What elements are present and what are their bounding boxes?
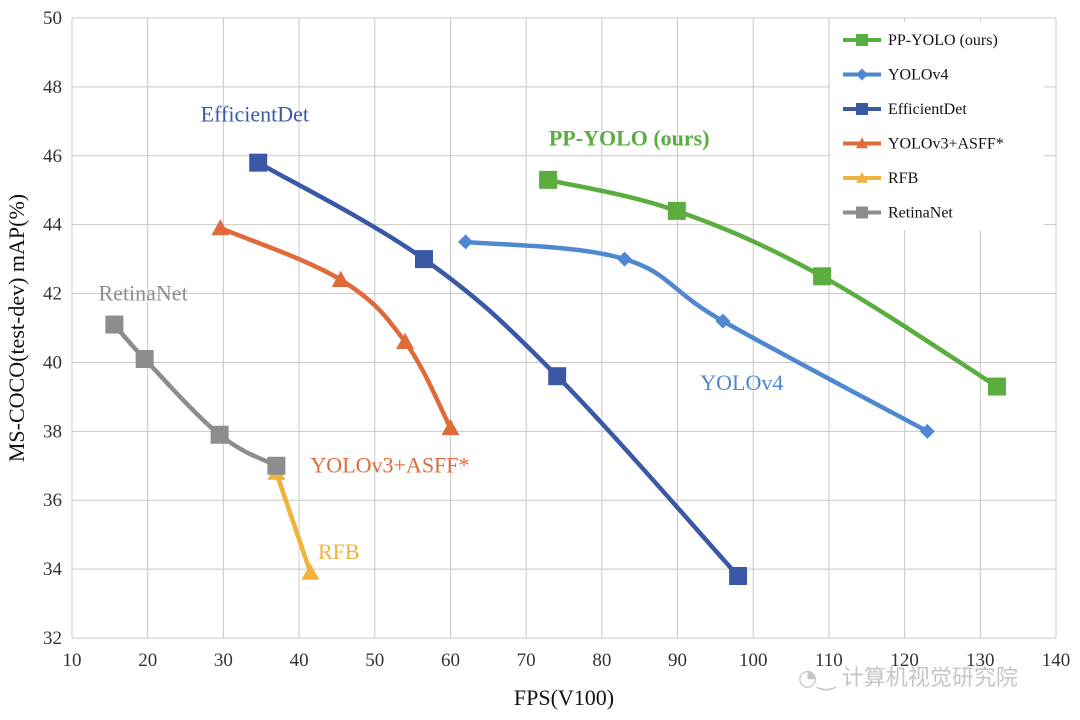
- y-tick-label: 40: [43, 352, 62, 373]
- legend-swatch-marker: [856, 206, 868, 219]
- legend-item-yolov3-asff: YOLOv3+ASFF*: [843, 136, 1004, 153]
- point-retinanet: [105, 315, 124, 334]
- annotation-rfb: RFB: [318, 539, 360, 564]
- series-yolov4: [458, 234, 935, 439]
- point-yolov3-asff: [331, 270, 350, 287]
- legend-swatch-marker: [856, 68, 868, 81]
- x-tick-label: 110: [815, 650, 843, 671]
- x-tick-label: 50: [365, 650, 384, 671]
- annotation-retinanet: RetinaNet: [98, 280, 187, 305]
- series-line-yolov4: [463, 239, 930, 434]
- y-tick-label: 48: [43, 77, 62, 98]
- legend-item-efficientdet: EfficientDet: [843, 101, 967, 118]
- watermark-text: 计算机视觉研究院: [841, 666, 1018, 691]
- y-tick-label: 38: [43, 421, 62, 442]
- point-yolov3-asff: [441, 418, 460, 436]
- legend-label: RFB: [888, 170, 918, 187]
- legend-label: YOLOv4: [888, 67, 948, 84]
- y-tick-label: 46: [43, 146, 62, 167]
- legend-box: [830, 22, 1044, 230]
- point-efficientdet: [414, 250, 433, 269]
- point-yolov4: [617, 251, 633, 267]
- x-tick-label: 100: [739, 650, 768, 671]
- point-retinanet: [210, 425, 229, 444]
- series-retinanet: [105, 315, 286, 475]
- point-yolov4: [458, 234, 474, 250]
- x-tick-label: 20: [138, 650, 157, 671]
- point-pp-yolo-ours: [987, 377, 1006, 396]
- legend-label: RetinaNet: [888, 205, 953, 222]
- series-yolov3-asff: [211, 219, 460, 436]
- x-tick-label: 130: [966, 650, 995, 671]
- x-tick-label: 120: [890, 650, 919, 671]
- annotation-yolov3-asff: YOLOv3+ASFF*: [310, 453, 469, 478]
- series-annotations: PP-YOLO (ours) YOLOv4 EfficientDet YOLOv3+A…: [98, 101, 783, 563]
- y-tick-label: 42: [43, 284, 62, 305]
- legend-item-yolov4: YOLOv4: [843, 67, 948, 84]
- point-rfb: [301, 563, 320, 580]
- x-tick-label: 90: [668, 650, 687, 671]
- x-tick-label: 30: [214, 650, 233, 671]
- series-line-retinanet: [112, 322, 279, 469]
- annotation-pp-yolo-ours: PP-YOLO (ours): [549, 125, 710, 150]
- annotation-yolov4: YOLOv4: [700, 370, 783, 395]
- series-lines: [105, 153, 1006, 585]
- legend: PP-YOLO (ours) YOLOv4 EfficientDet YOLOv3+A…: [830, 22, 1044, 230]
- point-pp-yolo-ours: [667, 201, 686, 220]
- legend-swatch-marker: [856, 172, 868, 183]
- series-line-yolov3-asff: [218, 225, 453, 431]
- legend-item-pp-yolo-ours: PP-YOLO (ours): [843, 32, 998, 49]
- legend-label: EfficientDet: [888, 101, 967, 118]
- point-retinanet: [267, 456, 286, 475]
- x-tick-label: 80: [592, 650, 611, 671]
- series-line-efficientdet: [255, 160, 741, 579]
- legend-item-rfb: RFB: [843, 170, 918, 187]
- legend-swatch-marker: [856, 103, 868, 115]
- x-tick-label: 60: [441, 650, 460, 671]
- point-efficientdet: [729, 567, 748, 585]
- x-tick-label: 10: [63, 650, 82, 671]
- series-efficientdet: [249, 153, 748, 585]
- y-tick-label: 32: [43, 628, 62, 649]
- point-retinanet: [135, 350, 154, 368]
- watermark: ◔‿ 计算机视觉研究院: [798, 660, 1018, 692]
- x-tick-label: 140: [1042, 650, 1071, 671]
- x-tick-label: 70: [517, 650, 536, 671]
- legend-swatch-marker: [856, 34, 868, 46]
- point-pp-yolo-ours: [539, 170, 558, 189]
- tick-labels: 10 20 30 40 50 60 70 80 90 100 110 120 130 140 32 34 36 3…: [43, 8, 1070, 671]
- grid: [71, 17, 1057, 639]
- y-tick-label: 44: [43, 215, 63, 236]
- legend-label: YOLOv3+ASFF*: [888, 136, 1004, 153]
- point-efficientdet: [249, 153, 268, 172]
- series-line-pp-yolo-ours: [545, 177, 1000, 389]
- x-tick-label: 40: [290, 650, 309, 671]
- annotation-efficientdet: EfficientDet: [201, 101, 309, 126]
- point-yolov3-asff: [211, 219, 230, 236]
- y-tick-label: 34: [43, 559, 63, 580]
- series-pp-yolo-ours: [539, 170, 1006, 396]
- point-yolov3-asff: [396, 332, 415, 349]
- legend-label: PP-YOLO (ours): [888, 32, 998, 49]
- legend-swatch-marker: [856, 137, 868, 149]
- y-axis-title: MS-COCO(test-dev) mAP(%): [4, 194, 29, 462]
- x-axis-title: FPS(V100): [514, 685, 614, 710]
- point-efficientdet: [548, 367, 567, 386]
- point-yolov4: [715, 313, 731, 329]
- watermark-icon: ◔‿: [798, 666, 835, 691]
- point-pp-yolo-ours: [813, 267, 832, 286]
- series-line-rfb: [274, 470, 313, 575]
- legend-item-retinanet: RetinaNet: [843, 205, 953, 222]
- point-yolov4: [919, 423, 935, 439]
- y-tick-label: 36: [43, 490, 62, 511]
- y-tick-label: 50: [43, 8, 62, 29]
